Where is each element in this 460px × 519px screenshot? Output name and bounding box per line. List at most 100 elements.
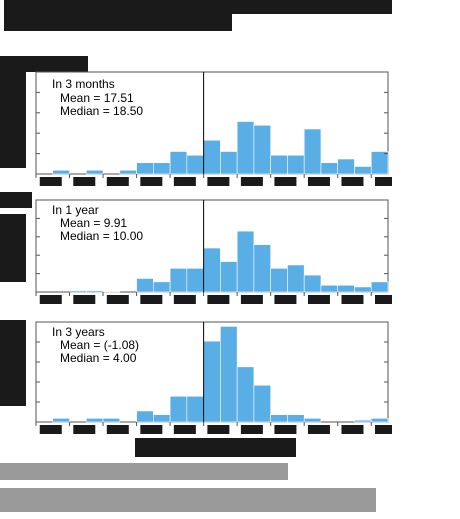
histogram-bar <box>337 158 355 175</box>
redacted-x-tick-label <box>375 177 392 186</box>
histogram-bar <box>186 268 204 293</box>
redacted-x-tick-label <box>207 177 230 186</box>
histogram-bar <box>220 261 238 293</box>
redacted-y-axis-label-3 <box>0 214 26 282</box>
histogram-bar <box>303 418 322 423</box>
histogram-bar <box>85 290 104 293</box>
histogram-bar <box>303 274 322 293</box>
histogram-bar <box>203 247 221 293</box>
redacted-chart-title <box>4 0 392 14</box>
histogram-bar <box>102 418 121 423</box>
redacted-x-tick-label <box>106 425 129 434</box>
redacted-x-tick-label <box>73 425 96 434</box>
histogram-bar <box>320 162 339 175</box>
histogram-bar <box>85 169 104 175</box>
panel-title-3-months: In 3 months <box>52 77 115 91</box>
redacted-x-tick-label <box>207 425 230 434</box>
redacted-x-tick-label <box>341 295 364 304</box>
redacted-x-tick-label <box>341 425 364 434</box>
redacted-x-tick-label <box>173 425 196 434</box>
histogram-bar <box>270 414 288 423</box>
histogram-bar <box>203 340 221 423</box>
histogram-bar <box>354 419 372 423</box>
histogram-bar <box>370 418 389 423</box>
panel-title-1-year: In 1 year <box>52 203 99 217</box>
histogram-bar <box>153 281 171 293</box>
median-label-1-year: Median = 10.00 <box>60 229 143 243</box>
histogram-bar <box>253 124 271 175</box>
histogram-bar <box>270 154 288 175</box>
histogram-bar <box>203 139 221 175</box>
redacted-x-tick-label <box>140 425 163 434</box>
redacted-y-axis-label-2 <box>0 192 32 208</box>
histogram-bar <box>270 268 288 293</box>
histogram-bar <box>186 395 204 423</box>
histogram-bar <box>136 162 154 175</box>
histogram-bar <box>52 169 70 175</box>
redacted-y-axis-label-1 <box>0 72 26 168</box>
redacted-x-tick-label <box>39 295 62 304</box>
median-label-3-months: Median = 18.50 <box>60 104 143 118</box>
redacted-x-tick-label <box>106 295 129 304</box>
redacted-x-tick-label <box>39 177 62 186</box>
redacted-x-tick-label <box>341 177 364 186</box>
redacted-panel-label <box>0 56 88 72</box>
redacted-x-tick-label <box>240 177 263 186</box>
redacted-x-tick-label <box>307 425 330 434</box>
histogram-bar <box>354 166 372 175</box>
histogram-bar <box>370 281 389 293</box>
redacted-x-tick-label <box>140 295 163 304</box>
histogram-bar <box>337 284 355 293</box>
histogram-bar <box>220 326 238 423</box>
redacted-x-tick-label <box>240 295 263 304</box>
mean-label-1-year: Mean = 9.91 <box>60 216 127 230</box>
histogram-bar <box>354 286 372 293</box>
panel-title-3-years: In 3 years <box>52 325 105 339</box>
histogram-bar <box>236 121 255 175</box>
histogram-svg-3-years: In 3 years Mean = (-1.08) Median = 4.00 <box>35 321 392 434</box>
redacted-x-tick-label <box>73 295 96 304</box>
histogram-bar <box>320 284 339 293</box>
histogram-bar <box>119 169 137 175</box>
histogram-bar <box>303 128 322 175</box>
histogram-bar <box>186 154 204 175</box>
histogram-bar <box>153 414 171 423</box>
redacted-chart-subtitle <box>4 14 232 31</box>
redacted-x-tick-label <box>240 425 263 434</box>
histogram-bar <box>169 151 188 175</box>
histogram-bar <box>169 268 188 293</box>
redacted-x-axis-label <box>135 438 296 457</box>
histogram-svg-1-year: In 1 year Mean = 9.91 Median = 10.00 <box>35 199 392 304</box>
median-label-3-years: Median = 4.00 <box>60 351 137 365</box>
histogram-bar <box>370 151 389 175</box>
histogram-bar <box>287 414 305 423</box>
histogram-bar <box>52 418 70 423</box>
histogram-bar <box>85 418 104 423</box>
redacted-x-tick-label <box>307 295 330 304</box>
histogram-bar <box>220 151 238 175</box>
redacted-x-tick-label <box>274 177 297 186</box>
histogram-panel-3-months: In 3 months Mean = 17.51 Median = 18.50 <box>32 68 392 186</box>
redacted-x-tick-label <box>39 425 62 434</box>
histogram-bar <box>236 366 255 423</box>
histogram-bar <box>253 244 271 293</box>
histogram-panel-1-year: In 1 year Mean = 9.91 Median = 10.00 <box>32 196 392 304</box>
histogram-bar <box>69 290 87 293</box>
histogram-bar <box>136 278 154 293</box>
histogram-bar <box>287 264 305 293</box>
redacted-x-tick-label <box>173 177 196 186</box>
histogram-bar <box>169 395 188 423</box>
redacted-x-tick-label <box>375 295 392 304</box>
redacted-source-line <box>0 463 288 480</box>
histogram-bar <box>287 154 305 175</box>
redacted-x-tick-label <box>375 425 392 434</box>
redacted-footnote-line <box>0 488 376 512</box>
redacted-x-tick-label <box>106 177 129 186</box>
histogram-bar <box>153 162 171 175</box>
redacted-x-tick-label <box>274 295 297 304</box>
histogram-bar <box>102 291 121 293</box>
redacted-x-tick-label <box>173 295 196 304</box>
redacted-x-tick-label <box>307 177 330 186</box>
redacted-x-tick-label <box>73 177 96 186</box>
histogram-bar <box>136 410 154 423</box>
